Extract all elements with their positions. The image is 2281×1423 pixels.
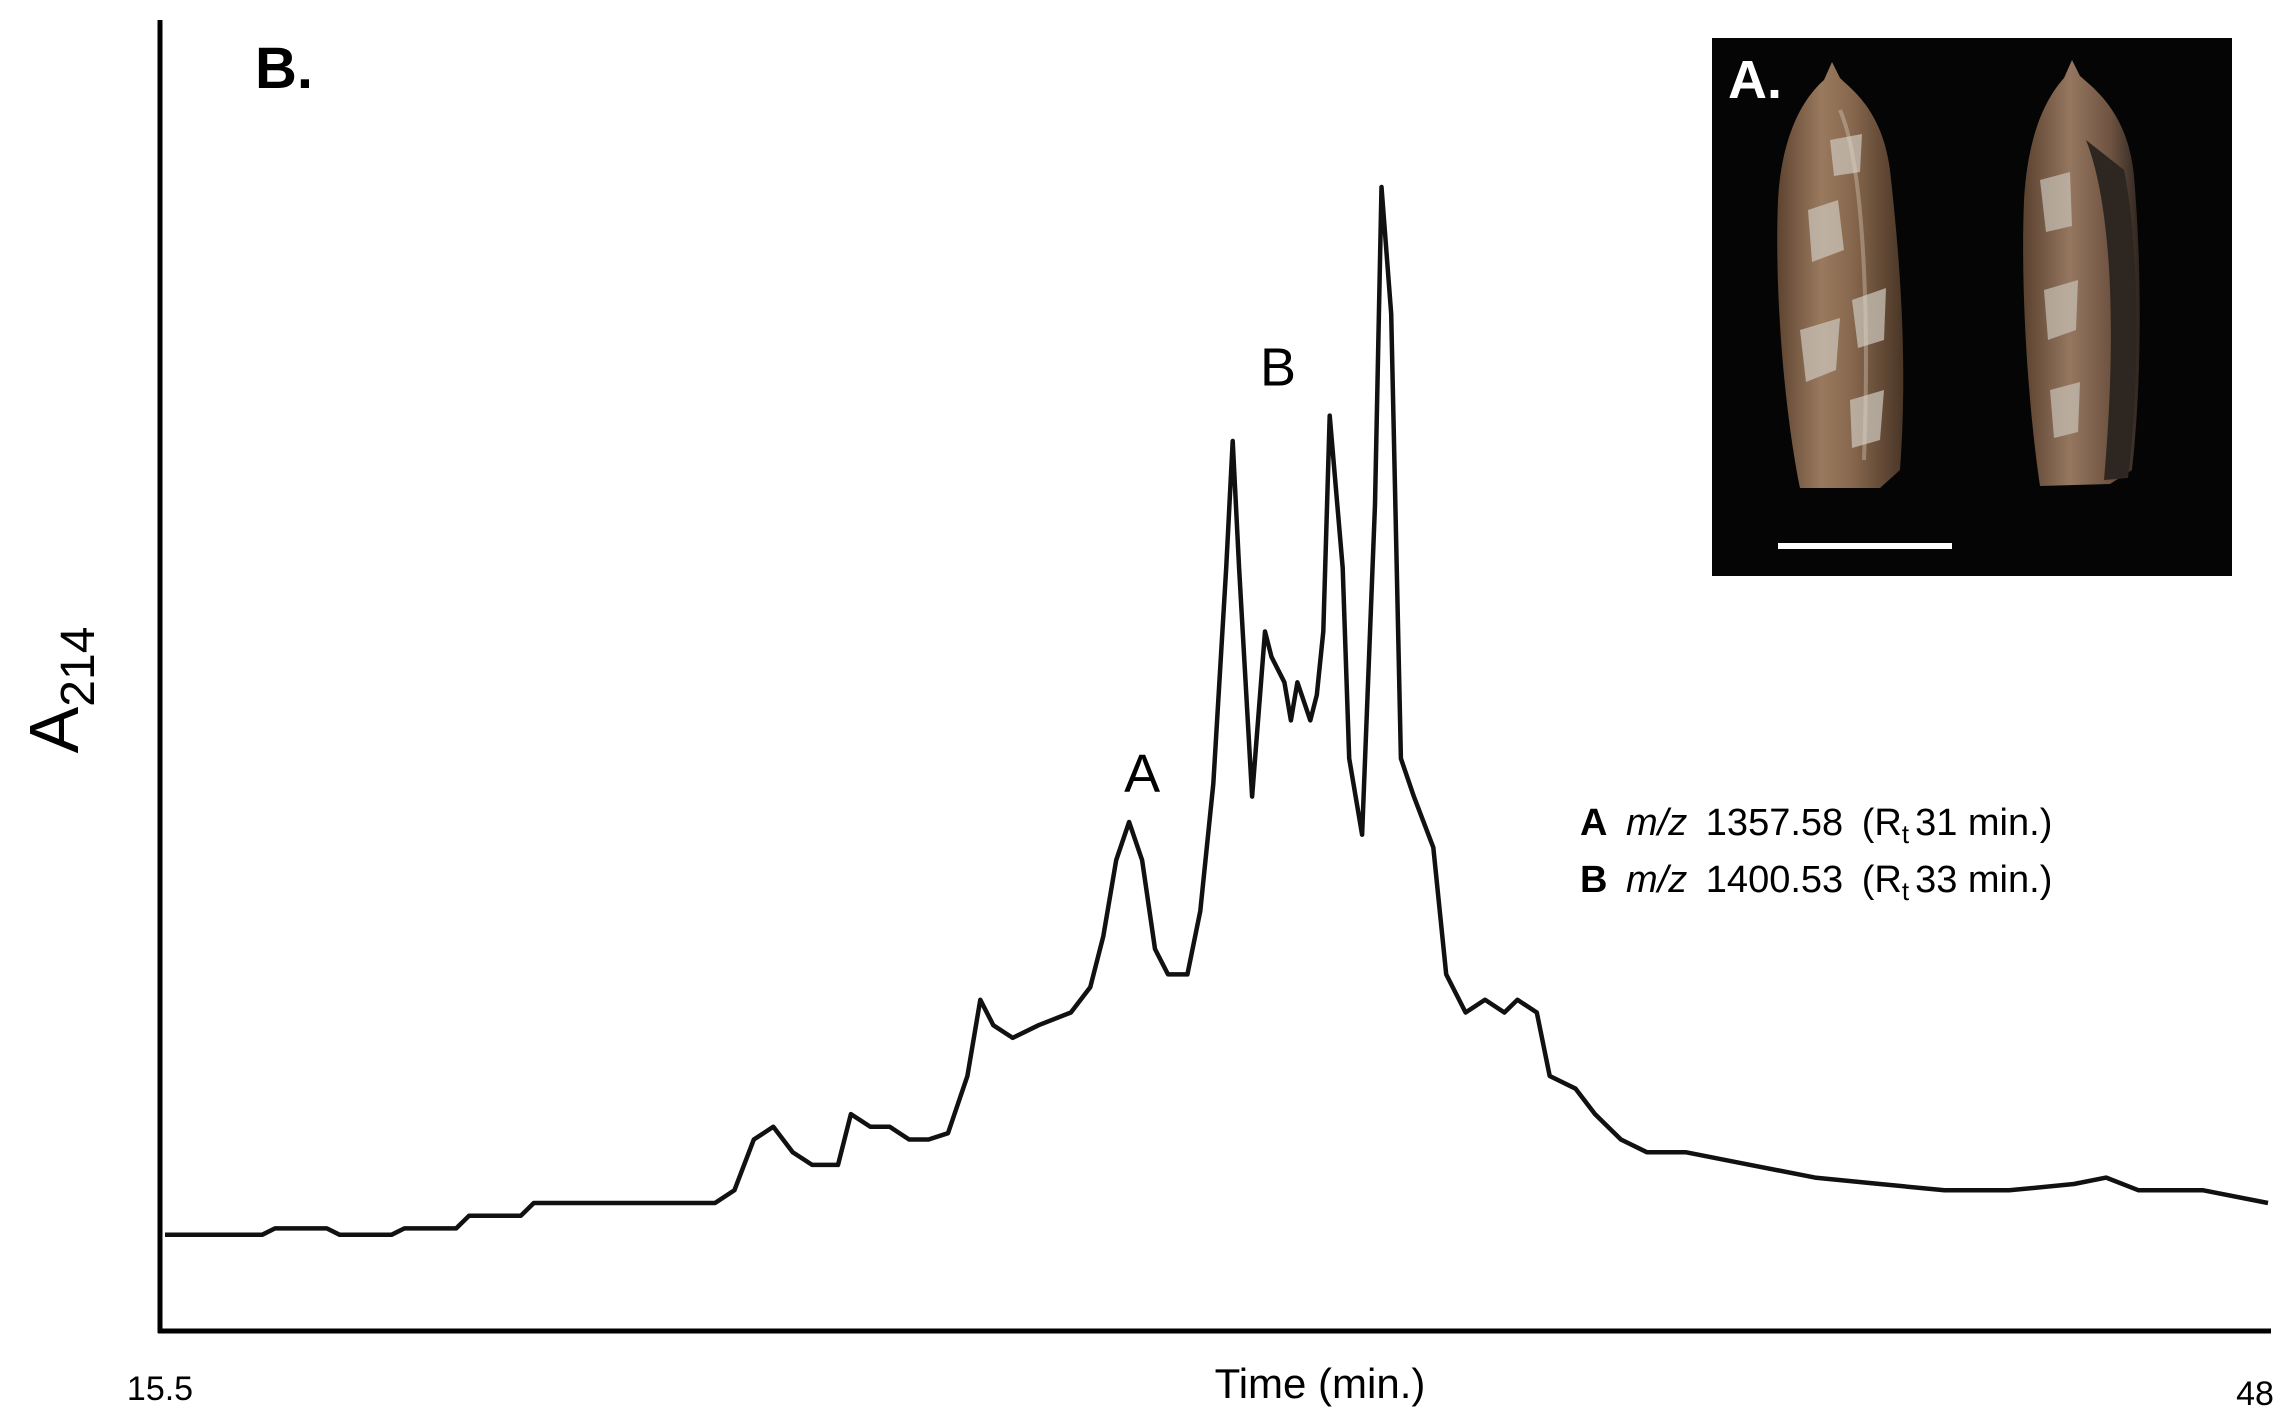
- y-label-subscript: 214: [52, 627, 105, 707]
- x-tick-start: 15.5: [127, 1370, 193, 1408]
- annotation-b: B m/z 1400.53 (Rt 33 min.): [1580, 859, 2052, 906]
- inset-label: A.: [1728, 50, 1782, 110]
- x-tick-end: 48: [2236, 1375, 2274, 1413]
- panel-label: B.: [255, 36, 313, 101]
- y-axis-label: A214: [15, 627, 105, 754]
- peak-label-b: B: [1260, 338, 1296, 398]
- x-axis-label: Time (min.): [1215, 1360, 1426, 1407]
- shell-right-icon: [2023, 60, 2140, 486]
- chromatogram-trace: [165, 184, 2269, 1238]
- svg-text:A214: A214: [15, 627, 105, 754]
- annotation-a: A m/z 1357.58 (Rt 31 min.): [1580, 802, 2052, 849]
- shell-left-icon: [1777, 62, 1904, 488]
- shell-photo-inset: A.: [1712, 38, 2232, 576]
- peak-label-a: A: [1124, 744, 1160, 804]
- peak-annotations: A m/z 1357.58 (Rt 31 min.) B m/z 1400.53 …: [1580, 802, 2052, 906]
- y-label-main: A: [15, 706, 93, 753]
